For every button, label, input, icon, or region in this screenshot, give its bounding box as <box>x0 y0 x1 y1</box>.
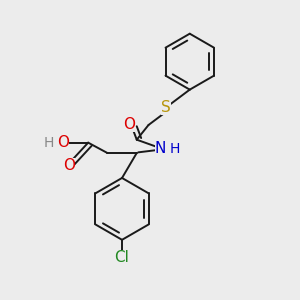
Text: H: H <box>170 142 180 155</box>
Text: O: O <box>123 117 135 132</box>
Text: Cl: Cl <box>115 250 130 265</box>
Text: S: S <box>161 100 171 115</box>
Text: O: O <box>63 158 75 173</box>
Text: H: H <box>43 136 54 150</box>
Text: O: O <box>57 135 69 150</box>
Text: N: N <box>154 141 166 156</box>
